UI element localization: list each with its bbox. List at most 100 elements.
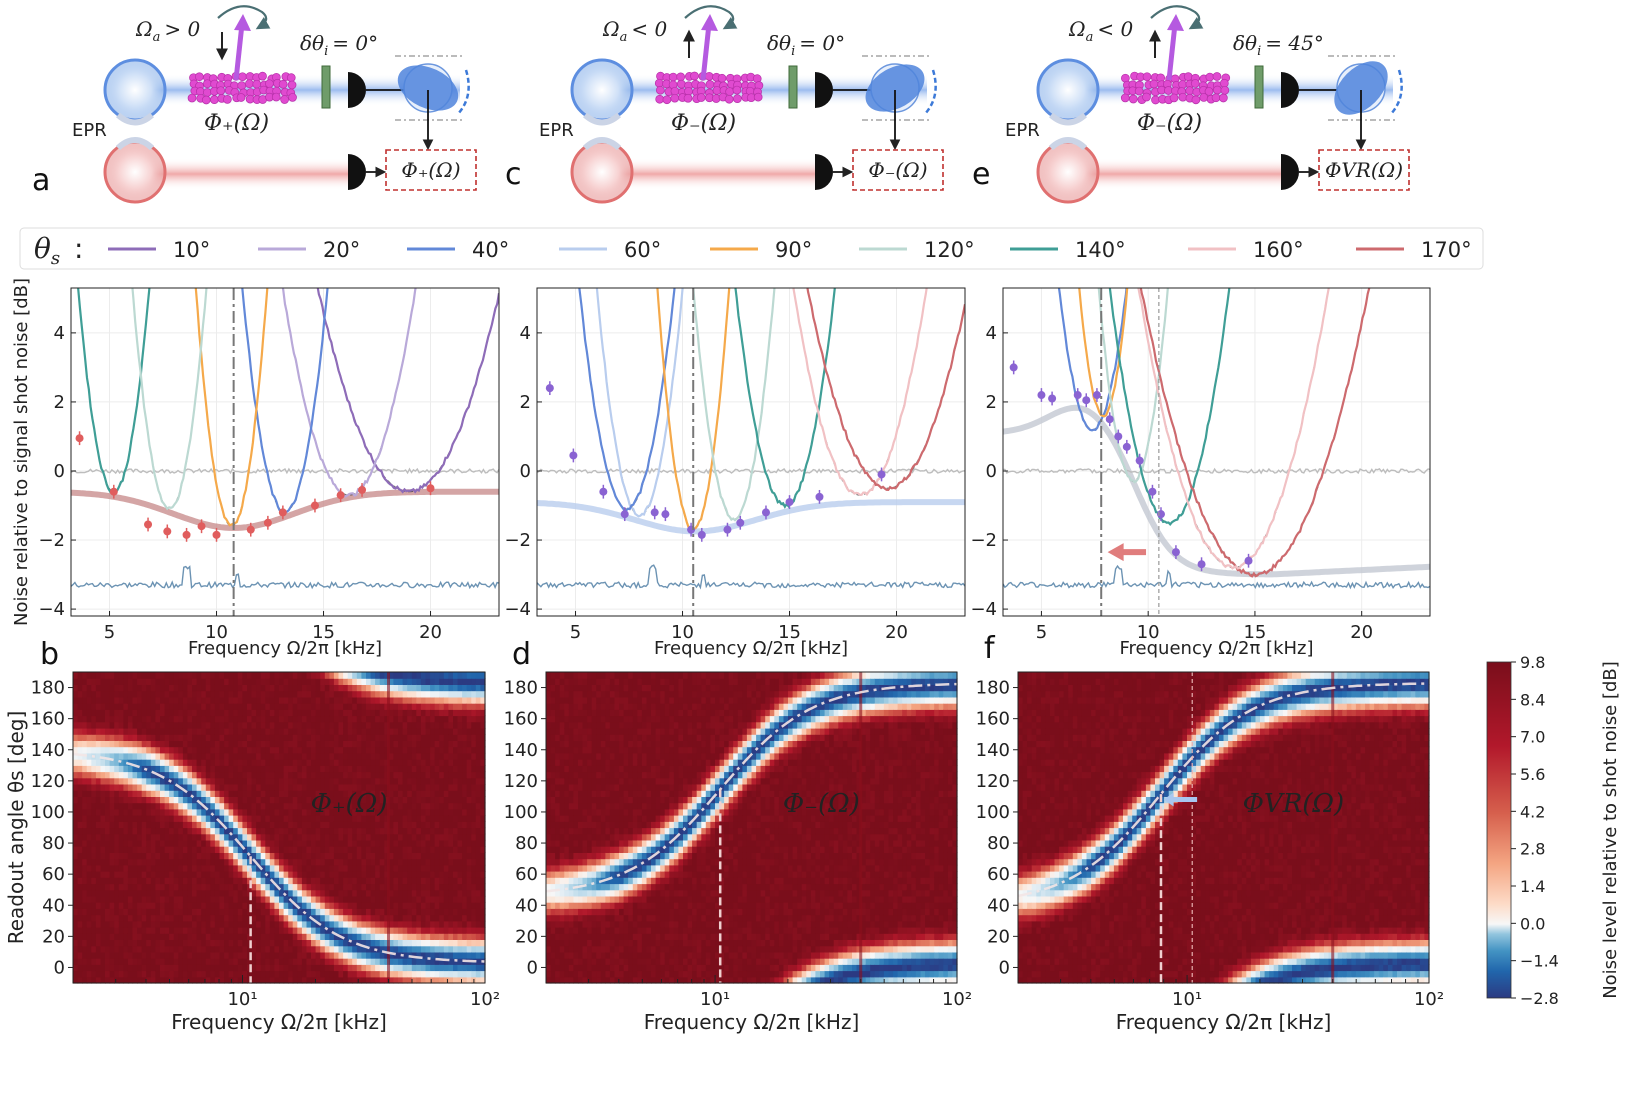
heatmap-cell — [260, 827, 266, 835]
heatmap-cell — [150, 864, 156, 872]
heatmap-cell — [324, 864, 330, 872]
heatmap-cell — [187, 715, 193, 723]
heatmap-cell — [471, 690, 477, 698]
heatmap-cell — [196, 827, 202, 835]
heatmap-cell — [160, 808, 166, 816]
heatmap-cell — [137, 833, 143, 841]
heatmap-cell — [338, 877, 344, 885]
heatmap-cell — [471, 684, 477, 692]
heatmap-cell — [333, 821, 340, 829]
heatmap-cell — [160, 690, 166, 698]
heatmap-cell — [425, 970, 431, 978]
heatmap-cell — [137, 777, 143, 785]
heatmap-cell — [411, 927, 417, 934]
heatmap-cell — [201, 746, 207, 754]
heatmap-cell — [205, 802, 211, 810]
heatmap-cell — [443, 796, 449, 804]
heatmap-cell — [425, 740, 431, 748]
heatmap-cell — [150, 920, 156, 928]
heatmap-cell — [146, 815, 152, 822]
heatmap-cell — [347, 696, 353, 704]
heatmap-cell — [164, 752, 170, 760]
heatmap-cell — [214, 976, 221, 984]
heatmap-cell — [173, 852, 179, 860]
heatmap-cell — [384, 908, 390, 916]
heatmap-cell — [178, 808, 184, 816]
heatmap-cell — [306, 914, 312, 922]
heatmap-cell — [178, 908, 184, 916]
heatmap-cell — [439, 740, 445, 748]
heatmap-cell — [73, 871, 79, 878]
heatmap-cell — [366, 889, 372, 897]
heatmap-cell — [356, 715, 362, 723]
heatmap-cell — [338, 808, 344, 816]
heatmap-cell — [256, 728, 262, 735]
heatmap-cell — [205, 821, 211, 829]
heatmap-cell — [434, 715, 440, 723]
heatmap-cell — [164, 883, 170, 891]
heatmap-cell — [356, 939, 362, 947]
heatmap-cell — [118, 759, 124, 766]
heatmap-cell — [320, 734, 326, 741]
heatmap-cell — [375, 902, 381, 909]
heatmap-cell — [420, 728, 427, 735]
heatmap-cell — [462, 902, 468, 909]
heatmap-cell — [247, 765, 253, 773]
heatmap-cell — [137, 808, 143, 816]
heatmap-cell — [471, 827, 477, 835]
heatmap-cell — [196, 672, 202, 679]
heatmap-cell — [173, 740, 179, 748]
heatmap-cell — [283, 703, 289, 710]
heatmap-cell — [407, 777, 413, 785]
heatmap-cell — [434, 815, 440, 822]
atom — [202, 79, 212, 89]
heatmap-cell — [457, 920, 463, 928]
heatmap-cell — [210, 927, 216, 934]
heatmap-cell — [210, 765, 216, 773]
heatmap-cell — [251, 914, 257, 922]
heatmap-cell — [384, 721, 390, 729]
heatmap-cell — [118, 883, 124, 891]
heatmap-cell — [384, 871, 390, 878]
heatmap-cell — [430, 696, 436, 704]
heatmap-cell — [160, 895, 166, 903]
heatmap-cell — [118, 790, 124, 797]
heatmap-cell — [192, 696, 198, 704]
heatmap-cell — [370, 746, 376, 754]
heatmap-cell — [82, 895, 88, 903]
heatmap-cell — [352, 846, 358, 853]
heatmap-cell — [201, 703, 207, 710]
heatmap-cell — [288, 759, 294, 766]
heatmap-cell — [137, 864, 143, 872]
heatmap-cell — [77, 858, 83, 866]
heatmap-cell — [475, 939, 481, 947]
heatmap-cell — [260, 871, 266, 878]
heatmap-cell — [388, 908, 395, 916]
heatmap-cell — [283, 784, 289, 791]
heatmap-cell — [361, 964, 367, 972]
heatmap-cell — [366, 895, 372, 903]
envelope-curve — [71, 488, 499, 532]
heatmap-cell — [366, 802, 372, 810]
heatmap-cell — [214, 920, 221, 928]
atom — [1190, 79, 1200, 88]
heatmap-cell — [388, 821, 395, 829]
heatmap-cell — [311, 684, 317, 692]
heatmap-cell — [324, 858, 330, 866]
heatmap-cell — [329, 858, 335, 866]
heatmap-cell — [146, 864, 152, 872]
heatmap-cell — [274, 777, 280, 785]
heatmap-cell — [301, 877, 308, 885]
data-point — [697, 530, 706, 539]
idler-beam — [1063, 158, 1293, 190]
heatmap-cell — [178, 728, 184, 735]
heatmap-cell — [91, 858, 97, 866]
heatmap-cell — [453, 765, 459, 773]
heatmap-cell — [265, 846, 271, 853]
heatmap-cell — [178, 752, 184, 760]
heatmap-cell — [146, 777, 152, 785]
heatmap-cell — [439, 771, 445, 779]
heatmap-cell — [356, 839, 362, 847]
heatmap-cell — [393, 721, 399, 729]
heatmap-cell — [352, 939, 358, 947]
